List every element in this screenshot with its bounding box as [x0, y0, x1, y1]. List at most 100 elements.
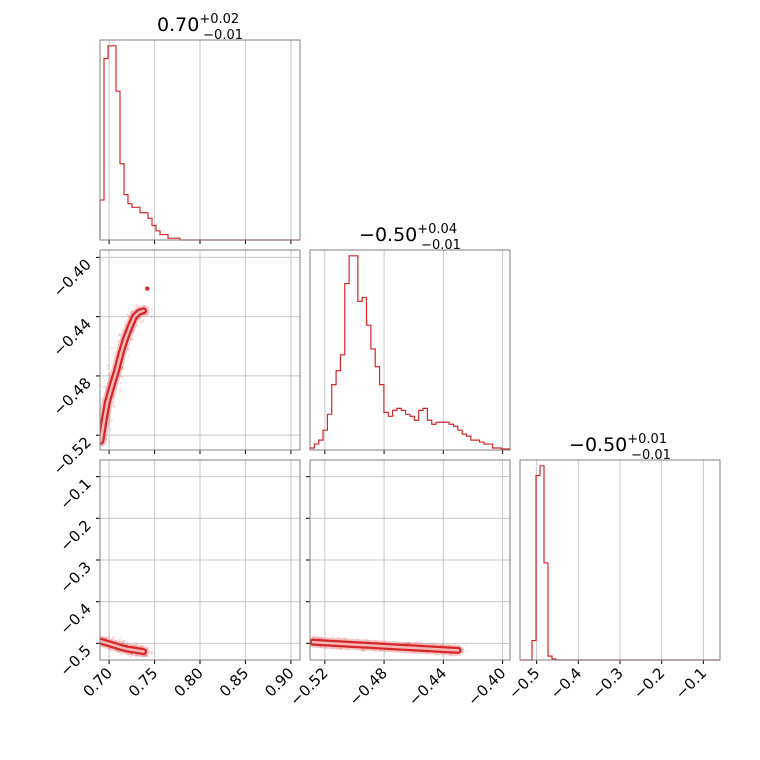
sample-point: [94, 437, 96, 439]
sample-point: [404, 651, 407, 655]
sample-point: [146, 313, 149, 317]
density-layer: [94, 286, 154, 447]
sample-point: [119, 390, 122, 393]
sample-point: [132, 305, 136, 308]
sample-point: [127, 348, 130, 351]
sample-point: [314, 635, 317, 638]
sample-point: [133, 329, 136, 333]
sample-point: [142, 320, 145, 323]
sample-point: [100, 398, 103, 401]
sample-point: [126, 313, 129, 316]
sample-point: [109, 649, 112, 652]
sample-point: [118, 339, 122, 342]
sample-point: [317, 636, 320, 640]
sample-point: [106, 438, 109, 441]
sample-point: [129, 310, 133, 314]
sample-point: [116, 340, 119, 344]
sample-point: [96, 445, 98, 447]
sample-point: [374, 639, 377, 642]
sample-point: [118, 638, 122, 641]
sample-point: [113, 404, 116, 407]
sample-point: [120, 367, 123, 371]
sample-point: [413, 651, 416, 654]
sample-point: [97, 422, 99, 424]
sample-point: [111, 635, 115, 639]
sample-point: [106, 367, 110, 371]
sample-point: [96, 638, 98, 640]
sample-point: [150, 650, 154, 654]
sample-point: [344, 637, 347, 640]
sample-point: [450, 654, 454, 657]
sample-point: [150, 310, 153, 313]
sample-point: [108, 417, 112, 420]
sample-point: [122, 641, 125, 644]
sample-point: [366, 638, 369, 641]
sample-point: [110, 347, 114, 350]
sample-point: [305, 635, 307, 637]
panel-frame: [309, 459, 511, 661]
sample-point: [362, 649, 365, 652]
sample-point: [139, 320, 142, 324]
panel-0-0: [99, 39, 301, 244]
sample-point: [143, 314, 146, 317]
sample-point: [96, 440, 98, 442]
sample-point: [146, 645, 150, 648]
y-tick-label: −0.4: [56, 600, 94, 638]
panel-1-0: [94, 249, 301, 454]
sample-point: [96, 424, 98, 426]
density-layer: [96, 635, 154, 659]
sample-point: [139, 321, 142, 324]
sample-point: [122, 367, 126, 371]
sample-point: [454, 643, 457, 646]
x-tick-label: −0.5: [505, 664, 543, 702]
sample-point: [121, 329, 125, 332]
sample-point: [144, 305, 147, 308]
sample-point: [118, 651, 122, 654]
sample-point: [97, 640, 99, 642]
sample-point: [362, 650, 365, 653]
y-tick-label: −0.3: [56, 558, 94, 596]
sample-point: [464, 643, 468, 647]
sample-point: [124, 639, 127, 643]
sample-point: [111, 637, 115, 640]
sample-point: [454, 654, 457, 658]
sample-point: [110, 419, 113, 422]
sample-point: [136, 304, 139, 308]
sample-point: [129, 655, 133, 658]
sample-point: [320, 636, 323, 639]
sample-point: [130, 311, 133, 314]
sample-point: [150, 651, 154, 655]
sample-point: [371, 648, 375, 652]
sample-point: [428, 643, 431, 646]
sample-point: [151, 314, 154, 317]
title-param-2-sup: +0.01: [627, 432, 667, 447]
sample-point: [340, 647, 343, 651]
sample-point: [123, 651, 127, 654]
sample-point: [408, 641, 411, 645]
panel-2-2: [519, 459, 721, 664]
panel-1-1: [309, 249, 511, 454]
x-tick-label: −0.44: [405, 664, 450, 709]
sample-point: [137, 331, 140, 334]
sample-point: [123, 320, 127, 323]
density-peak: [145, 286, 150, 291]
y-tick-label: −0.5: [56, 641, 94, 679]
sample-point: [419, 640, 422, 644]
sample-point: [425, 652, 429, 655]
sample-point: [105, 636, 109, 639]
sample-point: [146, 313, 149, 316]
x-tick-label: 0.75: [125, 664, 161, 700]
sample-point: [432, 643, 435, 646]
sample-point: [148, 650, 152, 653]
sample-point: [133, 644, 136, 648]
sample-point: [134, 642, 138, 645]
sample-point: [379, 649, 382, 653]
title-param-0-sup: +0.02: [199, 12, 239, 27]
sample-point: [97, 637, 99, 639]
x-tick-label: −0.52: [286, 664, 331, 709]
sample-point: [127, 315, 131, 319]
contour-inner: [100, 309, 145, 443]
sample-point: [142, 305, 146, 308]
sample-point: [119, 333, 122, 336]
sample-point: [447, 644, 451, 647]
